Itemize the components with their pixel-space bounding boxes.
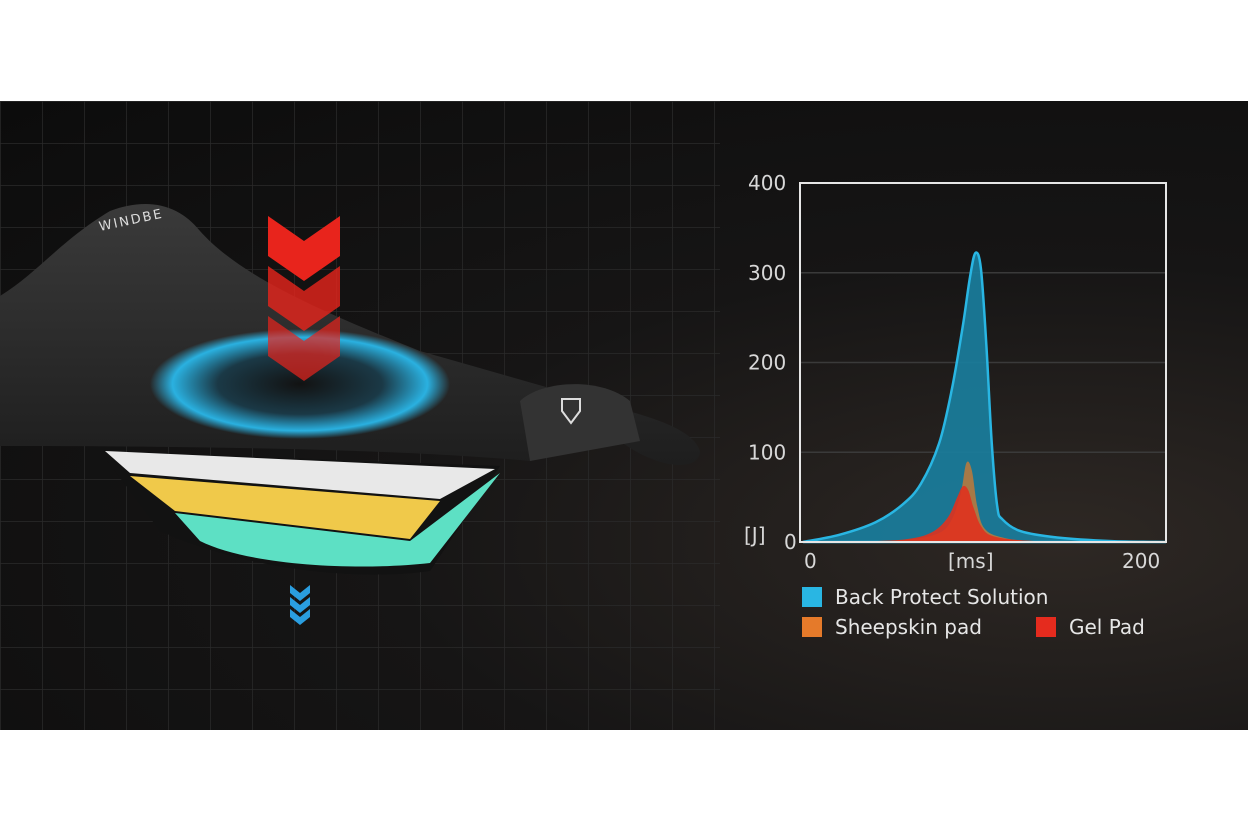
legend-swatch-back-protect xyxy=(802,587,822,607)
y-tick-200: 200 xyxy=(748,351,786,375)
area-back-protect-solution xyxy=(802,251,1167,544)
legend-label-sheepskin: Sheepskin pad xyxy=(835,615,982,639)
legend-swatch-sheepskin xyxy=(802,617,822,637)
saddle-illustration: WINDBE xyxy=(0,101,720,730)
layer-top xyxy=(105,451,495,499)
impact-glow xyxy=(150,329,450,439)
y-tick-400: 400 xyxy=(748,171,786,195)
product-scene: WINDBE 0 100 200 300 400 [J] 0 [ms] 200 Back… xyxy=(0,101,1248,730)
legend-swatch-gel xyxy=(1036,617,1056,637)
force-down-arrow-icon xyxy=(268,216,340,381)
x-axis-label: [ms] xyxy=(948,549,994,573)
energy-chart: 0 100 200 300 400 [J] 0 [ms] 200 Back Protec… xyxy=(744,171,1167,639)
x-tick-200: 200 xyxy=(1122,549,1160,573)
legend-label-back-protect: Back Protect Solution xyxy=(835,585,1048,609)
layer-middle xyxy=(130,476,440,539)
legend-label-gel: Gel Pad xyxy=(1069,615,1145,639)
y-axis-label: [J] xyxy=(744,523,766,547)
exit-arrow-icon xyxy=(290,585,310,625)
y-tick-0: 0 xyxy=(784,530,797,554)
shield-logo-icon xyxy=(561,398,581,425)
legend: Back Protect Solution Sheepskin pad Gel … xyxy=(802,585,1145,639)
x-tick-0: 0 xyxy=(804,549,817,573)
y-tick-300: 300 xyxy=(748,261,786,285)
plot-frame xyxy=(799,182,1167,543)
y-tick-100: 100 xyxy=(748,440,786,464)
layer-bottom xyxy=(175,473,500,567)
